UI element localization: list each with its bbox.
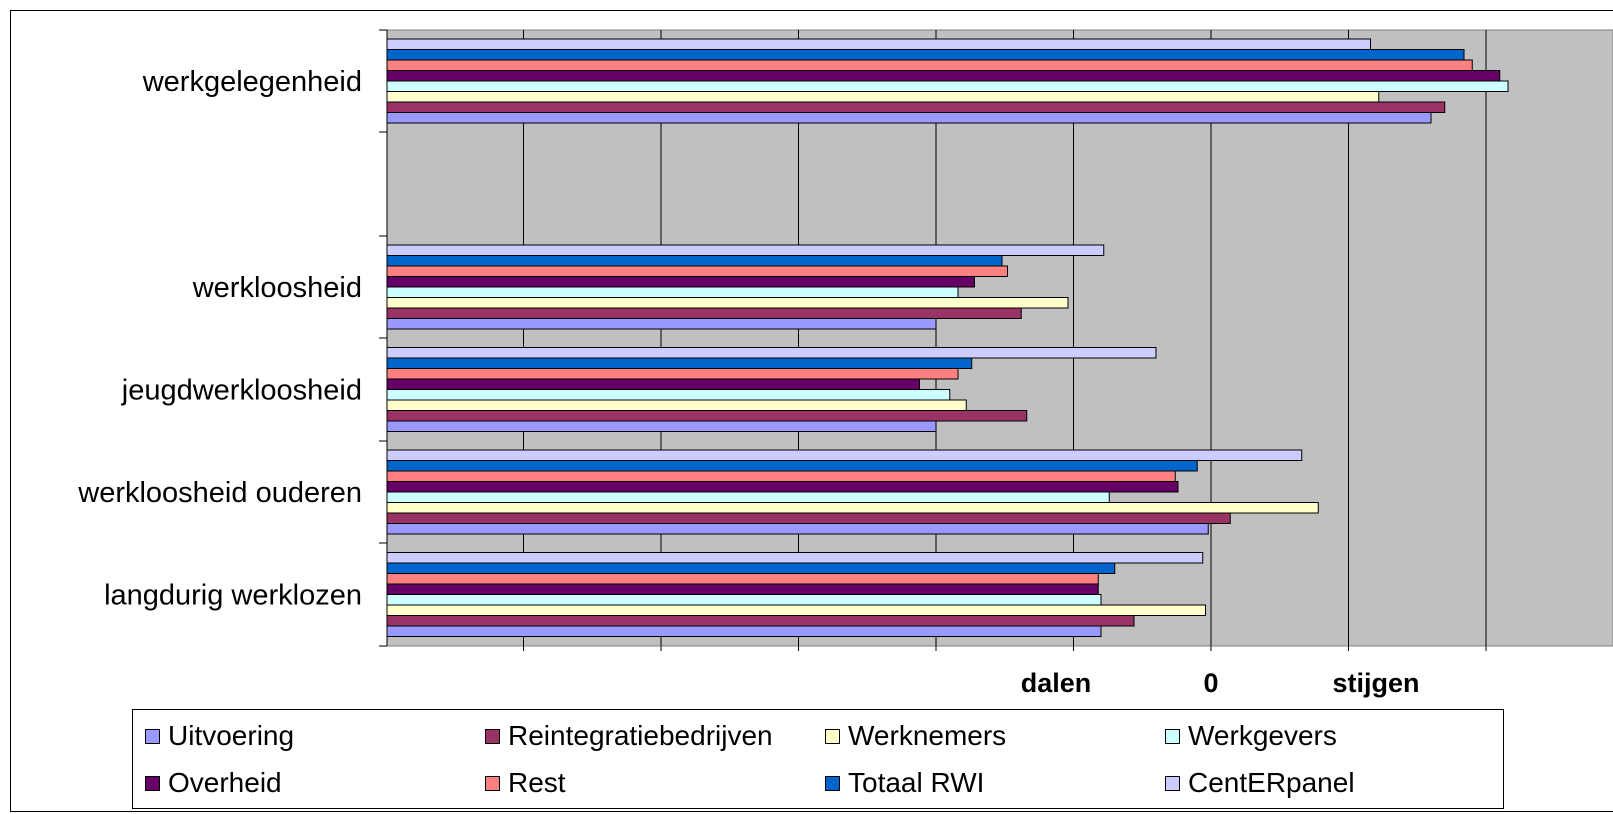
legend-swatch [1165,728,1180,744]
bar-reintegratiebedrijven [386,101,1446,113]
bar-centerpanel [386,244,1105,256]
legend-item: Werkgevers [1165,720,1337,752]
legend-label: Rest [508,767,566,798]
category-label: jeugdwerkloosheid [121,375,362,407]
bar-werknemers [386,604,1206,616]
bar-reintegratiebedrijven [386,615,1135,627]
bar-rest [386,265,1008,277]
x-label-dalen: dalen [1021,668,1092,698]
bar-reintegratiebedrijven [386,410,1028,422]
plot-area [386,29,1613,647]
bar-totaal-rwi [386,255,1003,267]
legend-label: Overheid [168,767,282,798]
legend: Uitvoering Reintegratiebedrijven Werknemer… [132,709,1504,809]
bar-uitvoering [386,112,1432,124]
category-label: werkloosheid ouderen [77,477,362,509]
bar-totaal-rwi [386,460,1198,472]
bar-reintegratiebedrijven [386,512,1231,524]
legend-swatch [485,775,500,791]
bar-werkgevers [386,80,1509,92]
legend-swatch [485,728,500,744]
legend-label: Uitvoering [168,720,295,751]
legend-item: Rest [485,767,566,799]
legend-item: Totaal RWI [825,767,984,799]
bar-centerpanel [386,38,1371,50]
bar-uitvoering [386,420,937,432]
bar-werkgevers [386,286,959,298]
legend-swatch [825,728,840,744]
bar-uitvoering [386,318,937,330]
x-label-stijgen: stijgen [1332,668,1419,698]
legend-item: Werknemers [825,720,1006,752]
bar-centerpanel [386,347,1157,359]
bar-reintegratiebedrijven [386,307,1022,319]
legend-label: Reintegratiebedrijven [508,720,773,751]
bar-totaal-rwi [386,49,1465,61]
bar-overheid [386,583,1099,595]
legend-item: Overheid [145,767,282,799]
bar-rest [386,573,1099,585]
legend-item: CentERpanel [1165,767,1355,799]
bar-totaal-rwi [386,562,1116,574]
bar-centerpanel [386,449,1303,461]
bar-overheid [386,276,975,288]
bar-werkgevers [386,491,1110,503]
bar-werknemers [386,297,1069,309]
x-label-zero: 0 [1203,668,1218,698]
legend-swatch [145,728,160,744]
bar-uitvoering [386,523,1209,535]
legend-item: Reintegratiebedrijven [485,720,773,752]
bar-centerpanel [386,552,1204,564]
bar-overheid [386,481,1179,493]
bar-totaal-rwi [386,357,973,369]
bar-werkgevers [386,594,1102,606]
bar-rest [386,470,1176,482]
legend-swatch [1165,775,1180,791]
bar-rest [386,59,1473,71]
legend-label: CentERpanel [1188,767,1355,798]
legend-label: Werkgevers [1188,720,1337,751]
chart-frame [10,10,1613,812]
bar-werknemers [386,399,967,411]
legend-swatch [145,775,160,791]
bar-werknemers [386,502,1319,514]
bar-uitvoering [386,625,1102,637]
bar-overheid [386,378,920,390]
category-label: langdurig werklozen [104,580,362,612]
bar-rest [386,368,959,380]
bar-werkgevers [386,389,951,401]
category-label: werkloosheid [192,272,362,304]
legend-label: Totaal RWI [848,767,985,798]
legend-swatch [825,775,840,791]
bar-overheid [386,70,1501,82]
legend-item: Uitvoering [145,720,294,752]
legend-label: Werknemers [848,720,1007,751]
category-label: werkgelegenheid [142,66,362,98]
bar-werknemers [386,91,1380,103]
